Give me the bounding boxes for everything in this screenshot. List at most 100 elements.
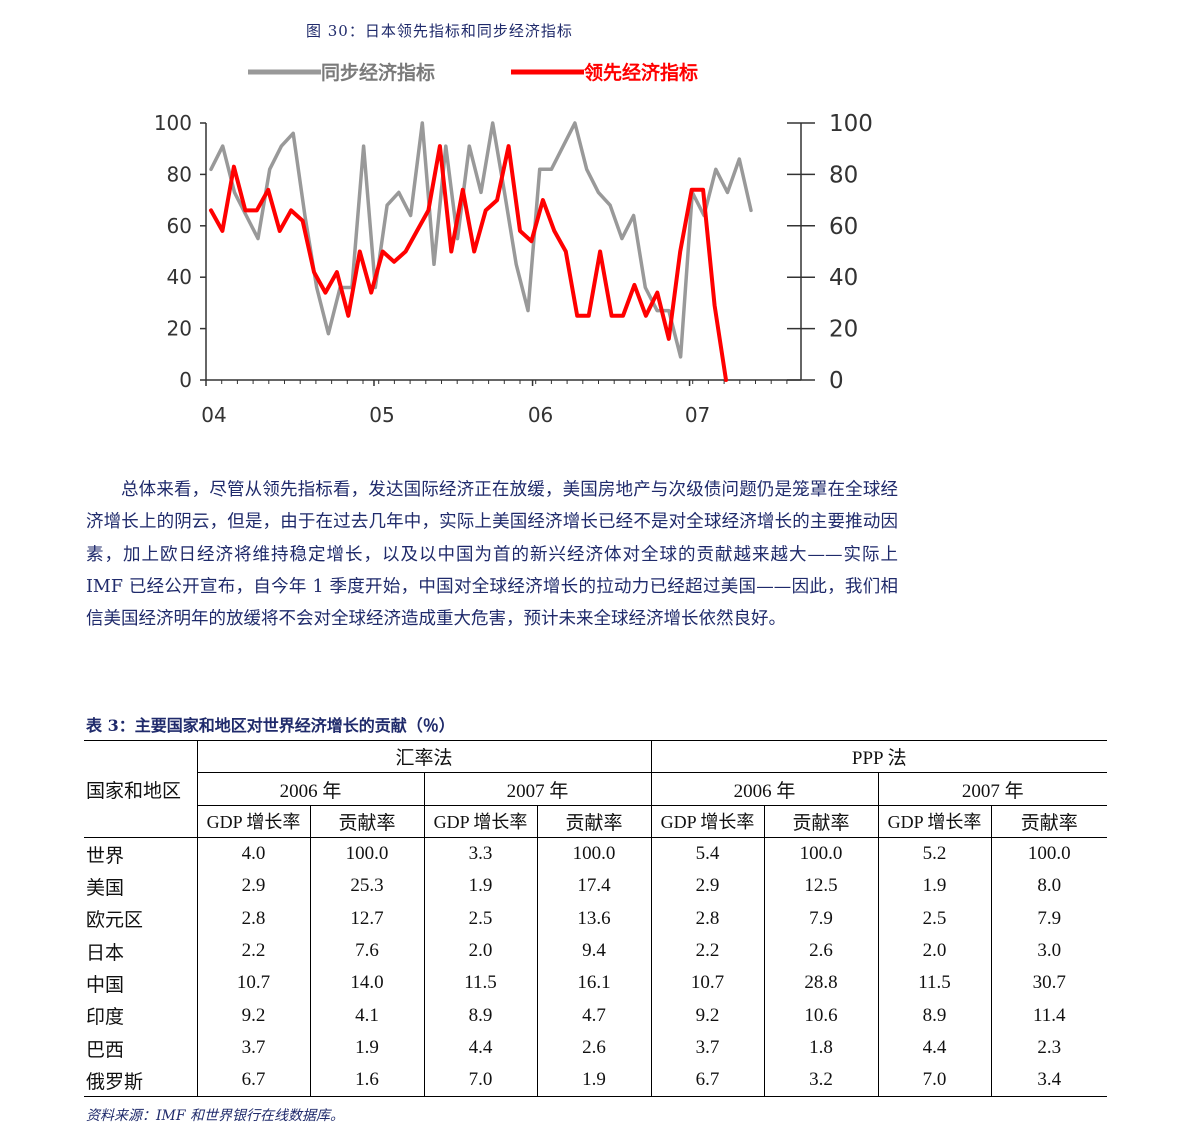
- gdp-growth-cell: 8.9: [877, 999, 992, 1033]
- gdp-growth-cell: 2.0: [423, 934, 537, 968]
- table-row: 中国 10.7 14.0 11.5 16.1 10.7 28.8 11.5 30.7: [84, 967, 1108, 1000]
- left-y-tick-label: 0: [179, 368, 192, 392]
- gdp-growth-cell: 11.5: [877, 967, 992, 1000]
- series-line-leading: [209, 144, 728, 382]
- right-y-tick-label: 60: [829, 214, 858, 240]
- gdp-growth-cell: 1.9: [423, 870, 537, 903]
- gdp-growth-cell: 2.5: [877, 902, 992, 935]
- gdp-growth-cell: 2.2: [196, 934, 310, 968]
- contribution-cell: 10.6: [763, 999, 879, 1033]
- country-cell: 日本: [86, 942, 125, 964]
- gdp-growth-cell: 5.2: [877, 837, 992, 871]
- contribution-cell: 12.5: [763, 870, 879, 903]
- header-row-methods: 国家和地区 汇率法 PPP 法: [84, 739, 1108, 838]
- contribution-cell: 1.9: [536, 1064, 652, 1098]
- gdp-growth-cell: 2.2: [650, 934, 765, 968]
- contribution-cell: 7.9: [763, 902, 879, 935]
- method-ppp: PPP 法: [650, 739, 1108, 773]
- gdp-growth-cell: 2.0: [877, 934, 992, 968]
- chart-legend: 同步经济指标 领先经济指标: [248, 61, 698, 84]
- gdp-growth-cell: 4.0: [196, 837, 310, 871]
- gdp-growth-cell: 7.0: [877, 1064, 992, 1098]
- country-cell: 巴西: [86, 1039, 125, 1061]
- paragraph-text: 总体来看，尽管从领先指标看，发达国际经济正在放缓，美国房地产与次级债问题仍是笼罩…: [86, 480, 898, 630]
- gdp-growth-cell: 6.7: [650, 1064, 765, 1098]
- table-row: 印度 9.2 4.1 8.9 4.7 9.2 10.6 8.9 11.4: [84, 999, 1108, 1033]
- x-tick-label: 04: [201, 403, 226, 427]
- header-row-columns: GDP 增长率 贡献率 GDP 增长率 贡献率 GDP 增长率 贡献率 GDP …: [84, 804, 1108, 838]
- right-y-tick-label: 20: [829, 317, 858, 343]
- gdp-growth-cell: 7.0: [423, 1064, 537, 1098]
- gdp-growth-cell: 6.7: [196, 1064, 310, 1098]
- table-row: 日本 2.2 7.6 2.0 9.4 2.2 2.6 2.0 3.0: [84, 934, 1108, 968]
- contribution-cell: 4.1: [309, 999, 424, 1033]
- year-header: 2006 年: [196, 772, 424, 806]
- x-tick-label: 07: [685, 403, 710, 427]
- gdp-growth-cell: 5.4: [650, 837, 765, 871]
- col-contrib-header: 贡献率: [990, 804, 1108, 838]
- contribution-cell: 7.9: [990, 902, 1108, 935]
- gdp-growth-cell: 9.2: [650, 999, 765, 1033]
- contribution-table: 国家和地区 汇率法 PPP 法 2006 年 2007 年 2006 年 200…: [84, 739, 1108, 1098]
- contribution-cell: 3.4: [990, 1064, 1108, 1098]
- gdp-growth-cell: 1.9: [877, 870, 992, 903]
- col-gdp-header: GDP 增长率: [423, 804, 537, 838]
- contribution-cell: 9.4: [536, 934, 652, 968]
- country-cell: 俄罗斯: [84, 1064, 197, 1098]
- left-y-tick-label: 60: [167, 214, 192, 238]
- table-row: 欧元区 2.8 12.7 2.5 13.6 2.8 7.9 2.5 7.9: [84, 902, 1108, 935]
- header-row-years: 2006 年 2007 年 2006 年 2007 年: [84, 772, 1108, 806]
- gdp-growth-cell: 3.3: [423, 837, 537, 871]
- region-header: 国家和地区: [84, 739, 197, 838]
- table-row: 俄罗斯 6.7 1.6 7.0 1.9 6.7 3.2 7.0 3.4: [84, 1064, 1108, 1098]
- col-contrib-header: 贡献率: [309, 804, 424, 838]
- left-y-tick-label: 100: [154, 111, 192, 135]
- legend-label: 领先经济指标: [584, 61, 698, 84]
- contribution-cell: 13.6: [536, 902, 652, 935]
- gdp-growth-cell: 4.4: [423, 1032, 537, 1065]
- left-y-tick-label: 40: [167, 265, 192, 289]
- contribution-cell: 100.0: [990, 837, 1108, 871]
- gdp-growth-cell: 11.5: [423, 967, 537, 1000]
- contribution-cell: 3.2: [763, 1064, 879, 1098]
- country-cell: 欧元区: [86, 910, 144, 932]
- contribution-cell: 16.1: [536, 967, 652, 1000]
- chart-axes: 100 100 80 80 60 60 40 40 20 20 0 0 04 05 06 07: [154, 111, 873, 427]
- contribution-cell: 28.8: [763, 967, 879, 1000]
- line-chart: 同步经济指标 领先经济指标 100 100 80 80 60 60 40 40 20 20 0 0 04 0…: [154, 61, 873, 427]
- contribution-cell: 30.7: [990, 967, 1108, 1000]
- table-row: 美国 2.9 25.3 1.9 17.4 2.9 12.5 1.9 8.0: [84, 870, 1108, 903]
- contribution-cell: 1.8: [763, 1032, 879, 1065]
- contribution-cell: 25.3: [309, 870, 424, 903]
- gdp-growth-cell: 2.9: [196, 870, 310, 903]
- x-tick-label: 05: [369, 403, 394, 427]
- col-contrib-header: 贡献率: [763, 804, 879, 838]
- method-exchange: 汇率法: [196, 739, 652, 773]
- gdp-growth-cell: 3.7: [196, 1032, 310, 1065]
- right-y-tick-label: 100: [829, 111, 873, 137]
- gdp-growth-cell: 2.9: [650, 870, 765, 903]
- right-y-tick-label: 80: [829, 162, 858, 188]
- contribution-cell: 2.6: [763, 934, 879, 968]
- year-header: 2007 年: [877, 772, 1108, 806]
- gdp-growth-cell: 9.2: [196, 999, 310, 1033]
- country-cell: 美国: [86, 877, 125, 899]
- year-header: 2007 年: [423, 772, 652, 806]
- gdp-growth-cell: 3.7: [650, 1032, 765, 1065]
- contribution-cell: 14.0: [309, 967, 424, 1000]
- gdp-growth-cell: 10.7: [196, 967, 310, 1000]
- country-cell: 中国: [86, 974, 125, 996]
- contribution-cell: 1.6: [309, 1064, 424, 1098]
- contribution-cell: 1.9: [309, 1032, 424, 1065]
- table-row: 巴西 3.7 1.9 4.4 2.6 3.7 1.8 4.4 2.3: [84, 1032, 1108, 1065]
- year-header: 2006 年: [650, 772, 879, 806]
- col-gdp-header: GDP 增长率: [650, 804, 765, 838]
- contribution-cell: 4.7: [536, 999, 652, 1033]
- right-y-tick-label: 40: [829, 265, 858, 291]
- contribution-cell: 8.0: [990, 870, 1108, 903]
- left-y-tick-label: 80: [167, 162, 192, 186]
- col-gdp-header: GDP 增长率: [196, 804, 310, 838]
- figure-title: 图 30：日本领先指标和同步经济指标: [306, 22, 573, 40]
- gdp-growth-cell: 2.8: [650, 902, 765, 935]
- x-tick-label: 06: [528, 403, 553, 427]
